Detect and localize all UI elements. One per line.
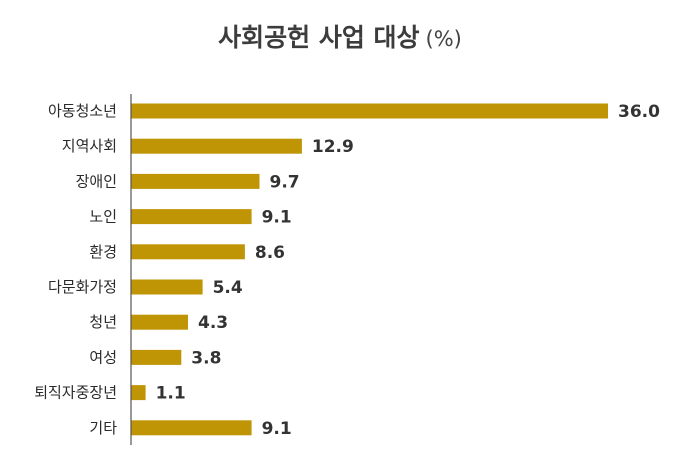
value-label: 3.8 [191, 348, 221, 368]
category-label: 다문화가정 [48, 278, 117, 296]
bar-8 [131, 349, 182, 365]
bar-9 [131, 385, 146, 401]
value-label: 1.1 [156, 384, 186, 404]
bar-5 [131, 244, 245, 260]
bar-10 [131, 420, 252, 436]
category-label: 기타 [89, 419, 117, 437]
value-label: 9.7 [270, 172, 300, 192]
bar-4 [131, 209, 252, 225]
chart-title: 사회공헌 사업 대상 (%) [0, 18, 680, 54]
category-label: 노인 [89, 208, 117, 226]
category-label: 청년 [89, 313, 117, 331]
category-label: 여성 [89, 348, 117, 366]
bar-2 [131, 138, 302, 154]
category-label: 장애인 [76, 172, 117, 190]
category-label: 아동청소년 [48, 102, 117, 120]
value-label: 9.1 [262, 208, 292, 228]
category-label: 지역사회 [62, 137, 117, 155]
chart-title-unit: (%) [425, 27, 462, 51]
bar-7 [131, 314, 188, 330]
value-label: 36.0 [618, 102, 660, 122]
value-label: 4.3 [198, 313, 228, 333]
value-label: 5.4 [213, 278, 243, 298]
bar-6 [131, 279, 203, 295]
value-label: 8.6 [255, 243, 285, 263]
bar-3 [131, 173, 260, 189]
category-label: 환경 [89, 243, 117, 261]
value-label: 12.9 [312, 137, 354, 157]
bar-1 [131, 103, 608, 119]
value-label: 9.1 [262, 419, 292, 439]
chart-title-text: 사회공헌 사업 대상 [218, 23, 420, 52]
category-label: 퇴직자중장년 [34, 384, 117, 402]
